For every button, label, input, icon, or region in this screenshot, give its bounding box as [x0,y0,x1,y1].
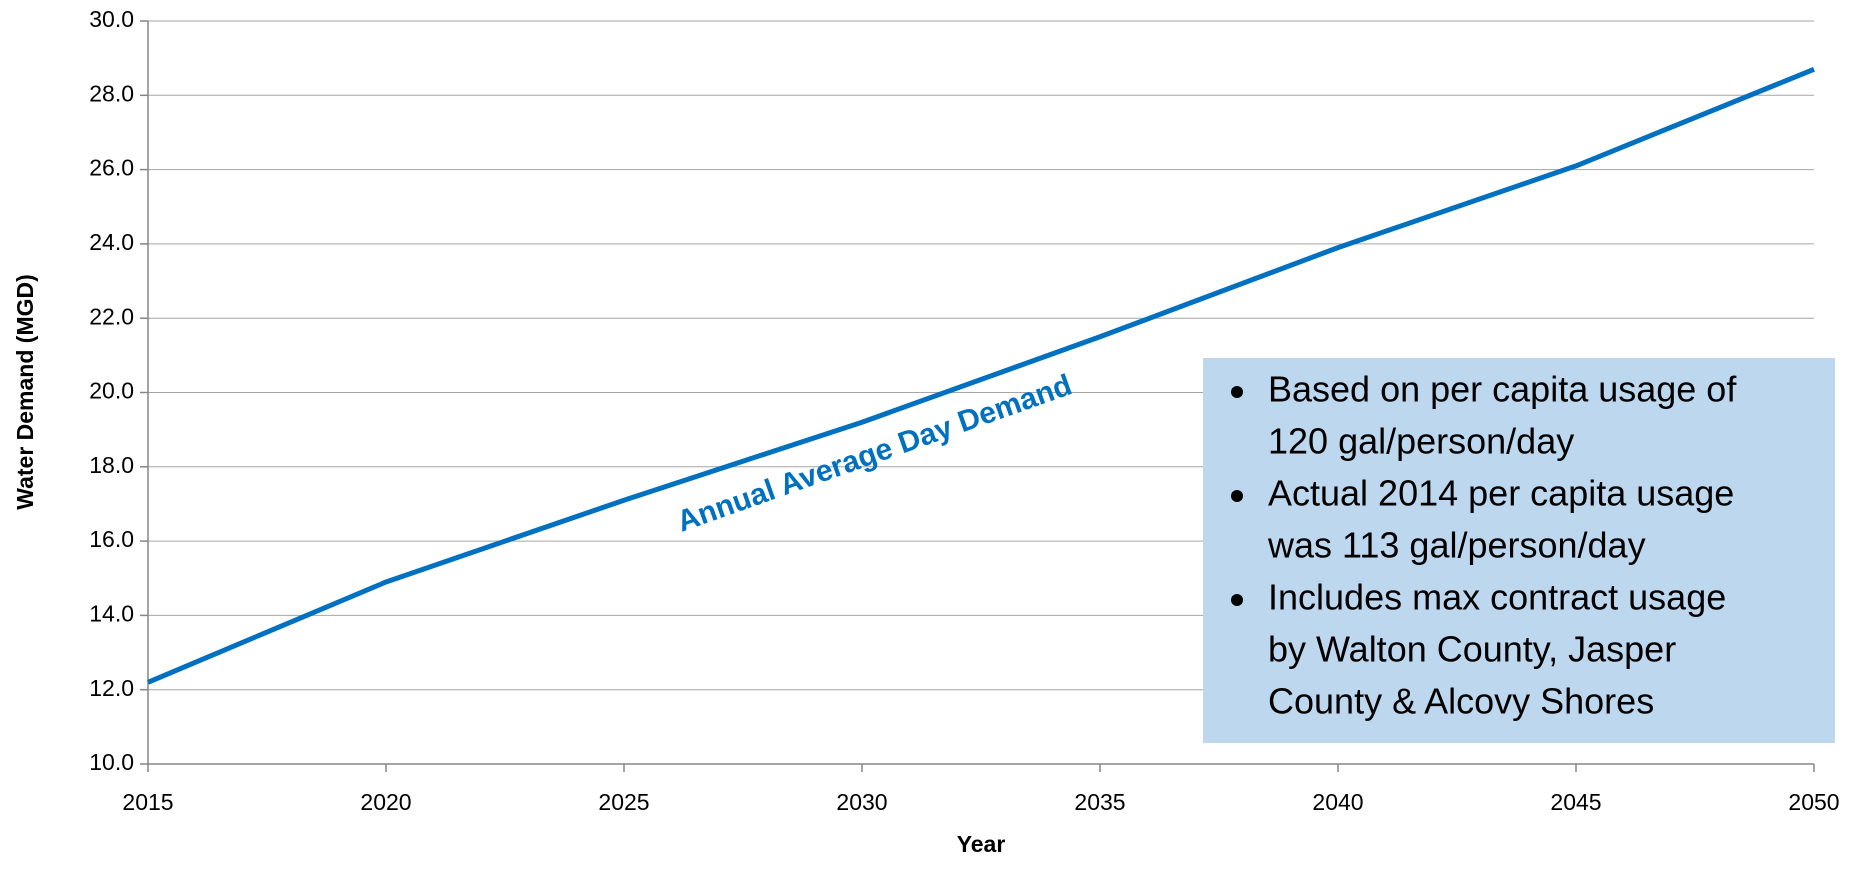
y-tick-label: 12.0 [89,675,134,701]
x-tick-label: 2040 [1312,789,1363,815]
x-tick-label: 2025 [598,789,649,815]
line [147,66,1815,685]
x-tick-label: 2045 [1550,789,1601,815]
y-tick-label: 20.0 [89,378,134,404]
bullet [1231,386,1243,398]
x-tick-label: 2020 [360,789,411,815]
note-line: Based on per capita usage of [1268,369,1737,410]
y-tick-label: 30.0 [89,6,134,32]
notes-box [1203,358,1835,743]
note-line: County & Alcovy Shores [1268,681,1654,722]
bullet [1231,594,1243,606]
y-tick-label: 26.0 [89,155,134,181]
bullet [1231,490,1243,502]
y-tick-label: 16.0 [89,526,134,552]
x-tick-label: 2050 [1788,789,1839,815]
x-tick-label: 2035 [1074,789,1125,815]
series-label: Annual Average Day Demand [673,368,1076,538]
y-tick-label: 18.0 [89,452,134,478]
note-line: was 113 gal/person/day [1267,525,1646,566]
y-tick-label: 24.0 [89,229,134,255]
y-tick-label: 22.0 [89,303,134,329]
note-line: Includes max contract usage [1268,577,1726,618]
x-tick-label: 2030 [836,789,887,815]
y-tick-label: 14.0 [89,600,134,626]
note-line: Actual 2014 per capita usage [1268,473,1734,514]
y-tick-label: 10.0 [89,749,134,775]
note-line: by Walton County, Jasper [1268,629,1676,670]
x-tick-label: 2015 [122,789,173,815]
x-axis-title: Year [957,831,1006,857]
y-tick-label: 28.0 [89,80,134,106]
note-line: 120 gal/person/day [1268,421,1574,462]
y-axis-title: Water Demand (MGD) [12,274,38,510]
